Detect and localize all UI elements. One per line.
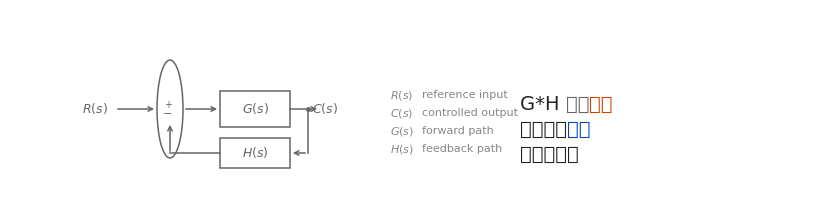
Text: 开环增益）: 开环增益） bbox=[520, 145, 579, 164]
Bar bbox=[220, 91, 290, 127]
Text: −: − bbox=[163, 109, 172, 119]
Text: $C(s)$: $C(s)$ bbox=[312, 102, 338, 116]
Text: $R(s)$: $R(s)$ bbox=[390, 89, 413, 102]
Text: $G(s)$: $G(s)$ bbox=[390, 124, 415, 138]
Text: forward path: forward path bbox=[422, 126, 493, 136]
Text: 被称: 被称 bbox=[566, 95, 589, 114]
Text: $R(s)$: $R(s)$ bbox=[82, 102, 108, 116]
Text: reference input: reference input bbox=[422, 90, 507, 100]
Text: $H(s)$: $H(s)$ bbox=[390, 143, 414, 155]
Text: $H(s)$: $H(s)$ bbox=[241, 145, 268, 160]
Text: 传函: 传函 bbox=[567, 120, 590, 139]
Bar bbox=[220, 138, 290, 168]
Text: controlled output: controlled output bbox=[422, 108, 518, 118]
Text: $C(s)$: $C(s)$ bbox=[390, 107, 413, 119]
Text: $G(s)$: $G(s)$ bbox=[241, 102, 268, 116]
Text: G*H: G*H bbox=[520, 95, 566, 114]
Text: feedback path: feedback path bbox=[422, 144, 502, 154]
Text: 路增益（: 路增益（ bbox=[520, 120, 567, 139]
Text: 为环: 为环 bbox=[589, 95, 612, 114]
Text: +: + bbox=[164, 100, 172, 110]
